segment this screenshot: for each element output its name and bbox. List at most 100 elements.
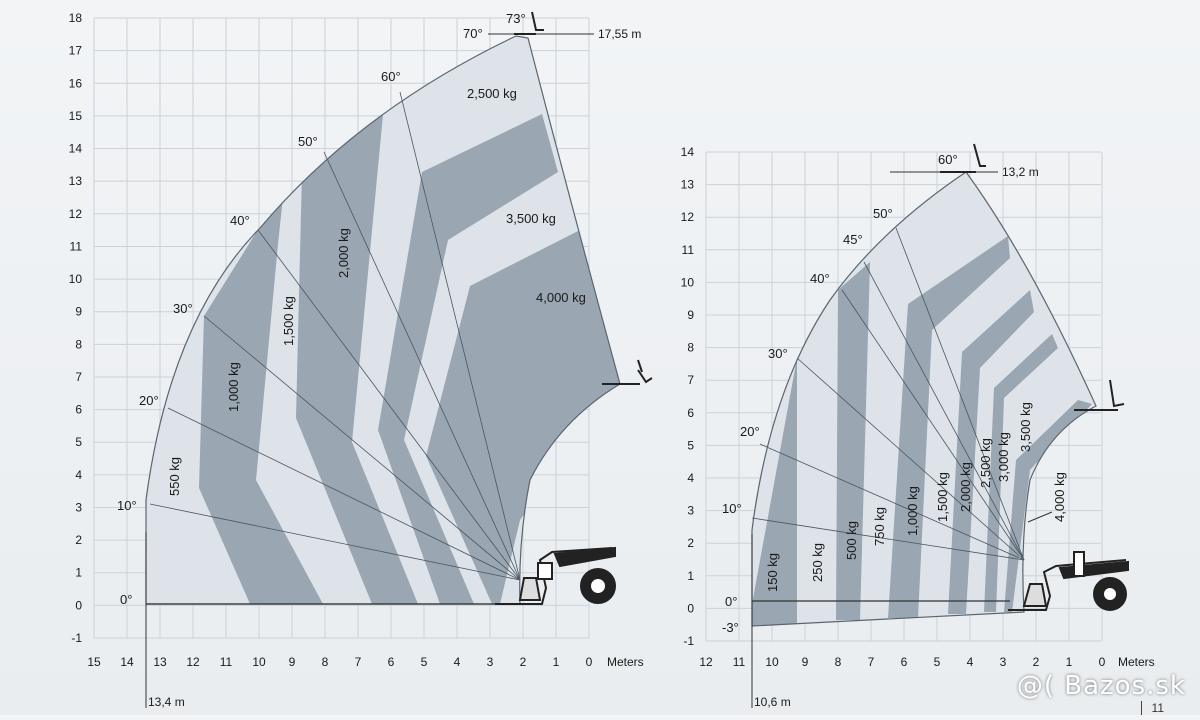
y-tick-label: 13 <box>69 174 83 188</box>
y-tick-label: 4 <box>687 471 694 485</box>
y-tick-label: 7 <box>75 370 82 384</box>
x-tick-label: 12 <box>186 655 200 669</box>
x-tick-label: 3 <box>487 655 494 669</box>
y-tick-label: 7 <box>687 373 694 387</box>
x-tick-label: 10 <box>765 655 779 669</box>
x-tick-label: 6 <box>388 655 395 669</box>
right-load-2500: 2,500 kg <box>978 438 993 488</box>
x-tick-label: 5 <box>934 655 941 669</box>
x-tick-label: 1 <box>553 655 560 669</box>
y-tick-label: 6 <box>687 406 694 420</box>
x-tick-label: 8 <box>835 655 842 669</box>
y-tick-label: -1 <box>683 634 694 648</box>
y-tick-label: 12 <box>681 210 695 224</box>
y-tick-label: 13 <box>681 178 695 192</box>
x-tick-label: 4 <box>454 655 461 669</box>
y-tick-label: 4 <box>75 468 82 482</box>
left-angle-73: 73° <box>506 11 526 26</box>
left-angle-10: 10° <box>117 498 137 513</box>
x-tick-label: 1 <box>1066 655 1073 669</box>
x-tick-label: 5 <box>421 655 428 669</box>
left-angle-20: 20° <box>139 393 159 408</box>
x-tick-label: 4 <box>967 655 974 669</box>
y-tick-label: 2 <box>75 533 82 547</box>
x-tick-label: 13 <box>153 655 167 669</box>
right-load-150: 150 kg <box>765 553 780 592</box>
right-load-750: 750 kg <box>872 507 887 546</box>
y-tick-label: 1 <box>687 569 694 583</box>
y-tick-label: 2 <box>687 536 694 550</box>
y-tick-label: 15 <box>69 109 83 123</box>
y-tick-label: 17 <box>69 44 83 58</box>
right-angle-0: 0° <box>725 594 737 609</box>
y-tick-label: 11 <box>70 239 83 253</box>
x-tick-label: 7 <box>868 655 875 669</box>
y-tick-label: 12 <box>69 207 83 221</box>
right-load-1500: 1,500 kg <box>935 472 950 522</box>
left-load-3500: 3,500 kg <box>506 211 556 226</box>
right-load-250: 250 kg <box>810 543 825 582</box>
page-number: 11 <box>1141 701 1164 715</box>
y-tick-label: 8 <box>75 337 82 351</box>
left-load-1500: 1,500 kg <box>281 296 296 346</box>
y-tick-label: 5 <box>687 438 694 452</box>
y-tick-label: 3 <box>687 504 694 518</box>
left-angle-60: 60° <box>381 69 401 84</box>
right-angle-50: 50° <box>873 206 893 221</box>
y-tick-label: 11 <box>682 243 695 257</box>
left-max-height-label: 17,55 m <box>598 27 641 41</box>
left-angle-50: 50° <box>298 134 318 149</box>
x-tick-label: 0 <box>586 655 593 669</box>
x-tick-label: 15 <box>87 655 101 669</box>
left-angle-40: 40° <box>230 213 250 228</box>
y-tick-label: 14 <box>681 145 695 159</box>
left-max-reach-label: 13,4 m <box>148 695 185 709</box>
y-tick-label: 18 <box>69 11 83 25</box>
x-tick-label: 7 <box>355 655 362 669</box>
left-load-2500: 2,500 kg <box>467 86 517 101</box>
right-4000-leader <box>1028 512 1052 522</box>
y-tick-label: 3 <box>75 500 82 514</box>
y-tick-label: 0 <box>687 601 694 615</box>
x-tick-label: 8 <box>322 655 329 669</box>
x-tick-label: 2 <box>520 655 527 669</box>
x-tick-label: 14 <box>120 655 134 669</box>
left-angle-70: 70° <box>463 26 483 41</box>
x-tick-label: 12 <box>699 655 713 669</box>
y-tick-label: 9 <box>687 308 694 322</box>
left-angle-30: 30° <box>173 301 193 316</box>
right-angle-45: 45° <box>843 232 863 247</box>
right-load-500: 500 kg <box>844 521 859 560</box>
y-tick-label: 6 <box>75 403 82 417</box>
right-load-1000: 1,000 kg <box>905 486 920 536</box>
right-angle-10: 10° <box>722 501 742 516</box>
y-tick-label: 10 <box>69 272 83 286</box>
x-tick-label: 2 <box>1033 655 1040 669</box>
right-units-label: Meters <box>1118 655 1155 669</box>
left-load-4000: 4,000 kg <box>536 290 586 305</box>
y-tick-label: 1 <box>75 566 82 580</box>
y-tick-label: 14 <box>69 142 83 156</box>
y-tick-label: 10 <box>681 275 695 289</box>
x-tick-label: 9 <box>802 655 809 669</box>
right-load-3000: 3,000 kg <box>996 432 1011 482</box>
right-angle-20: 20° <box>740 424 760 439</box>
right-angle-minus3: -3° <box>722 620 739 635</box>
x-tick-label: 10 <box>252 655 266 669</box>
left-angle-0: 0° <box>120 592 132 607</box>
left-load-550: 550 kg <box>167 457 182 496</box>
left-units-label: Meters <box>607 655 644 669</box>
x-tick-label: 9 <box>289 655 296 669</box>
left-load-1000: 1,000 kg <box>226 362 241 412</box>
right-max-reach-label: 10,6 m <box>754 695 791 709</box>
y-tick-label: 5 <box>75 435 82 449</box>
left-load-2000: 2,000 kg <box>336 228 351 278</box>
right-load-4000: 4,000 kg <box>1052 472 1067 522</box>
x-tick-label: 11 <box>733 655 746 669</box>
watermark: @( Bazos.sk <box>1017 671 1186 701</box>
x-tick-label: 0 <box>1099 655 1106 669</box>
x-tick-label: 6 <box>901 655 908 669</box>
y-tick-label: 8 <box>687 341 694 355</box>
